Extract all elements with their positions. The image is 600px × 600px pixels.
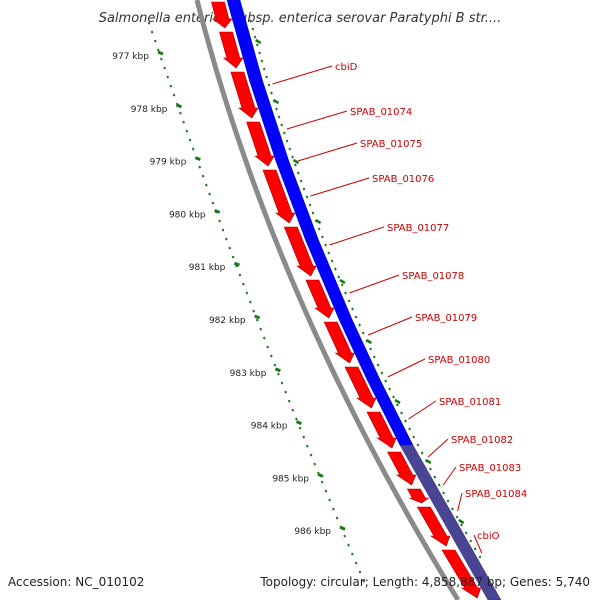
gene-leader-line (473, 534, 483, 554)
gene-label[interactable]: SPAB_01075 (360, 139, 422, 150)
forward-cds-arrow (441, 549, 482, 599)
outer-major-tick (394, 398, 401, 405)
scale-tick-label: 977 kbp (112, 52, 149, 62)
backbone-line (194, 0, 461, 600)
gene-leader-line (286, 110, 348, 130)
gene-label[interactable]: SPAB_01079 (415, 313, 477, 324)
forward-cds-arrow (230, 71, 259, 119)
scale-major-tick (254, 314, 261, 320)
gene-label[interactable]: SPAB_01078 (402, 271, 464, 282)
scale-tick-label: 980 kbp (169, 210, 206, 220)
scale-tick-label: 982 kbp (209, 316, 246, 326)
gene-label[interactable]: cbiO (477, 531, 500, 542)
scale-major-tick (157, 50, 164, 56)
scale-tick-label: 981 kbp (189, 263, 226, 273)
forward-cds-arrow (219, 31, 244, 69)
gene-label[interactable]: SPAB_01081 (439, 397, 501, 408)
forward-cds-arrow (211, 1, 233, 29)
scale-major-tick (175, 103, 182, 109)
gene-leader-line (387, 358, 426, 378)
scale-tick-label: 986 kbp (294, 527, 331, 537)
forward-cds-arrow (366, 411, 397, 449)
outer-tick-strip (249, 19, 482, 559)
scale-major-tick (274, 367, 281, 373)
scale-tick-label: 979 kbp (150, 158, 187, 168)
scale-tick-label: 985 kbp (272, 474, 309, 484)
scale-major-tick (317, 473, 324, 478)
gene-leader-line (329, 226, 385, 246)
scale-tick-label: 983 kbp (230, 369, 267, 379)
outer-major-tick (339, 278, 346, 285)
gene-leader-line (349, 274, 400, 294)
gene-leader-line (457, 492, 463, 512)
scale-tick-label: 984 kbp (251, 422, 288, 432)
scale-ruler: 977 kbp 978 kbp 979 kbp 980 kbp 981 kbp 982 k… (112, 21, 366, 583)
gene-leader-line (272, 65, 333, 85)
forward-cds-arrow (246, 121, 275, 167)
outer-major-tick (255, 38, 262, 45)
gene-leader-line (297, 142, 358, 162)
gene-leader-line (367, 316, 413, 336)
map-title: Salmonella enterica subsp. enterica sero… (99, 11, 502, 26)
gene-leader-line (442, 466, 457, 486)
forward-cds-arrow (262, 169, 296, 224)
gene-label[interactable]: cbiD (335, 62, 358, 73)
gene-label[interactable]: SPAB_01084 (465, 489, 527, 500)
scale-major-tick (233, 261, 240, 267)
outer-major-tick (314, 218, 322, 225)
gene-label[interactable]: SPAB_01077 (387, 223, 449, 234)
forward-cds-arrow (406, 488, 430, 504)
gene-labels: cbiD SPAB_01074 SPAB_01075 SPAB_01076 SPAB_0… (272, 62, 527, 554)
gene-leader-line (408, 400, 437, 420)
gene-label[interactable]: SPAB_01080 (428, 355, 490, 366)
outer-major-tick (365, 338, 373, 345)
scale-major-tick (214, 209, 221, 214)
outer-major-tick (292, 158, 300, 165)
gene-label[interactable]: SPAB_01083 (459, 463, 521, 474)
gene-label[interactable]: SPAB_01076 (372, 174, 434, 185)
scale-major-tick (194, 156, 201, 161)
scale-tick-label: 978 kbp (131, 105, 168, 115)
feature-tracks (211, 0, 502, 600)
reverse-cds-block (399, 444, 502, 600)
forward-cds-arrow (323, 321, 355, 364)
accession-text: Accession: NC_010102 (8, 575, 144, 589)
genome-summary-text: Topology: circular; Length: 4,858,887 bp… (259, 575, 590, 589)
forward-cds-arrow (344, 366, 377, 409)
forward-cds-arrow (283, 226, 317, 277)
scale-major-tick (339, 525, 346, 531)
forward-cds-arrow (305, 279, 335, 319)
gene-label[interactable]: SPAB_01074 (350, 107, 412, 118)
forward-cds-arrow (416, 506, 451, 547)
scale-major-tick (295, 420, 303, 425)
gene-leader-line (310, 177, 370, 197)
outer-major-tick (458, 518, 465, 525)
outer-major-tick (425, 458, 432, 465)
outer-major-tick (272, 98, 280, 105)
sequence-backbone (194, 0, 461, 600)
gene-label[interactable]: SPAB_01082 (451, 435, 513, 446)
gene-leader-line (427, 438, 449, 458)
forward-cds-arrow (387, 451, 417, 486)
